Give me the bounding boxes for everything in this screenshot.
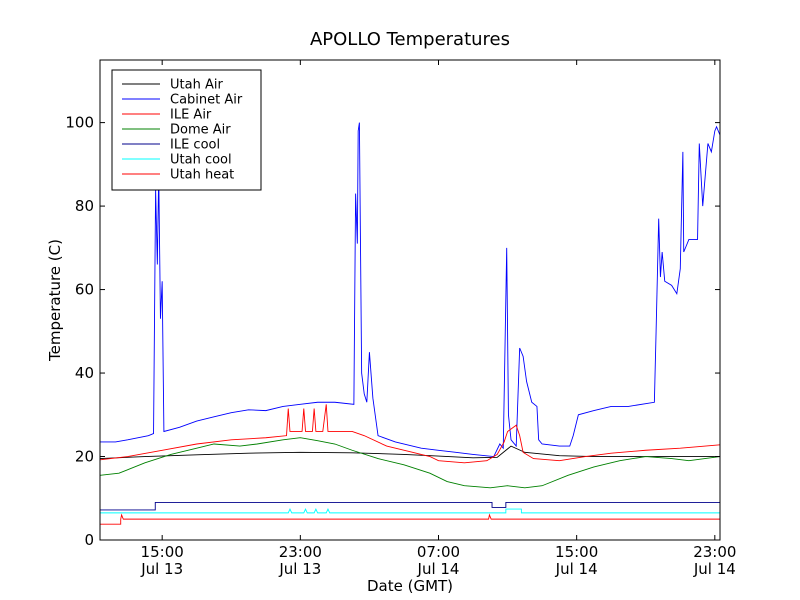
legend-entry-label: ILE Air <box>170 108 212 123</box>
series-line-ile-cool <box>100 501 720 511</box>
x-tick-label-date: Jul 14 <box>693 560 736 578</box>
x-tick-label-time: 07:00 <box>417 543 460 561</box>
chart-title: APOLLO Temperatures <box>310 29 510 50</box>
legend-entry-label: Utah heat <box>170 168 234 183</box>
x-tick-label-date: Jul 14 <box>555 560 598 578</box>
x-tick-label-date: Jul 13 <box>278 560 321 578</box>
legend-entry-label: ILE cool <box>170 138 220 153</box>
y-tick-label: 0 <box>84 531 94 549</box>
y-tick-label: 60 <box>75 281 94 299</box>
x-tick-label-time: 23:00 <box>279 543 322 561</box>
series-line-utah-air <box>100 445 720 460</box>
y-axis-ticks: 0 20 40 60 80 100 <box>65 114 720 549</box>
x-tick-label-time: 15:00 <box>141 543 184 561</box>
legend-entry-label: Dome Air <box>170 123 231 138</box>
y-tick-label: 20 <box>75 448 94 466</box>
x-tick-label-date: Jul 14 <box>417 560 460 578</box>
legend-entry-label: Cabinet Air <box>170 93 243 108</box>
legend-entry-label: Utah cool <box>170 153 232 168</box>
y-tick-label: 40 <box>75 364 94 382</box>
x-axis-label: Date (GMT) <box>367 577 453 595</box>
y-tick-label: 100 <box>65 114 94 132</box>
series-line-utah-cool <box>100 508 720 514</box>
series-line-dome-air <box>100 437 720 489</box>
series-line-ile-air <box>100 404 720 464</box>
x-tick-label-time: 15:00 <box>555 543 598 561</box>
series-line-utah-heat <box>100 513 720 525</box>
x-tick-label-time: 23:00 <box>693 543 736 561</box>
legend-entry-label: Utah Air <box>170 78 223 93</box>
series-layer <box>100 122 720 525</box>
legend-box <box>111 69 262 191</box>
plot-frame <box>99 59 721 541</box>
y-axis-label: Temperature (C) <box>46 239 64 362</box>
x-tick-label-date: Jul 13 <box>140 560 183 578</box>
y-tick-label: 80 <box>75 197 94 215</box>
